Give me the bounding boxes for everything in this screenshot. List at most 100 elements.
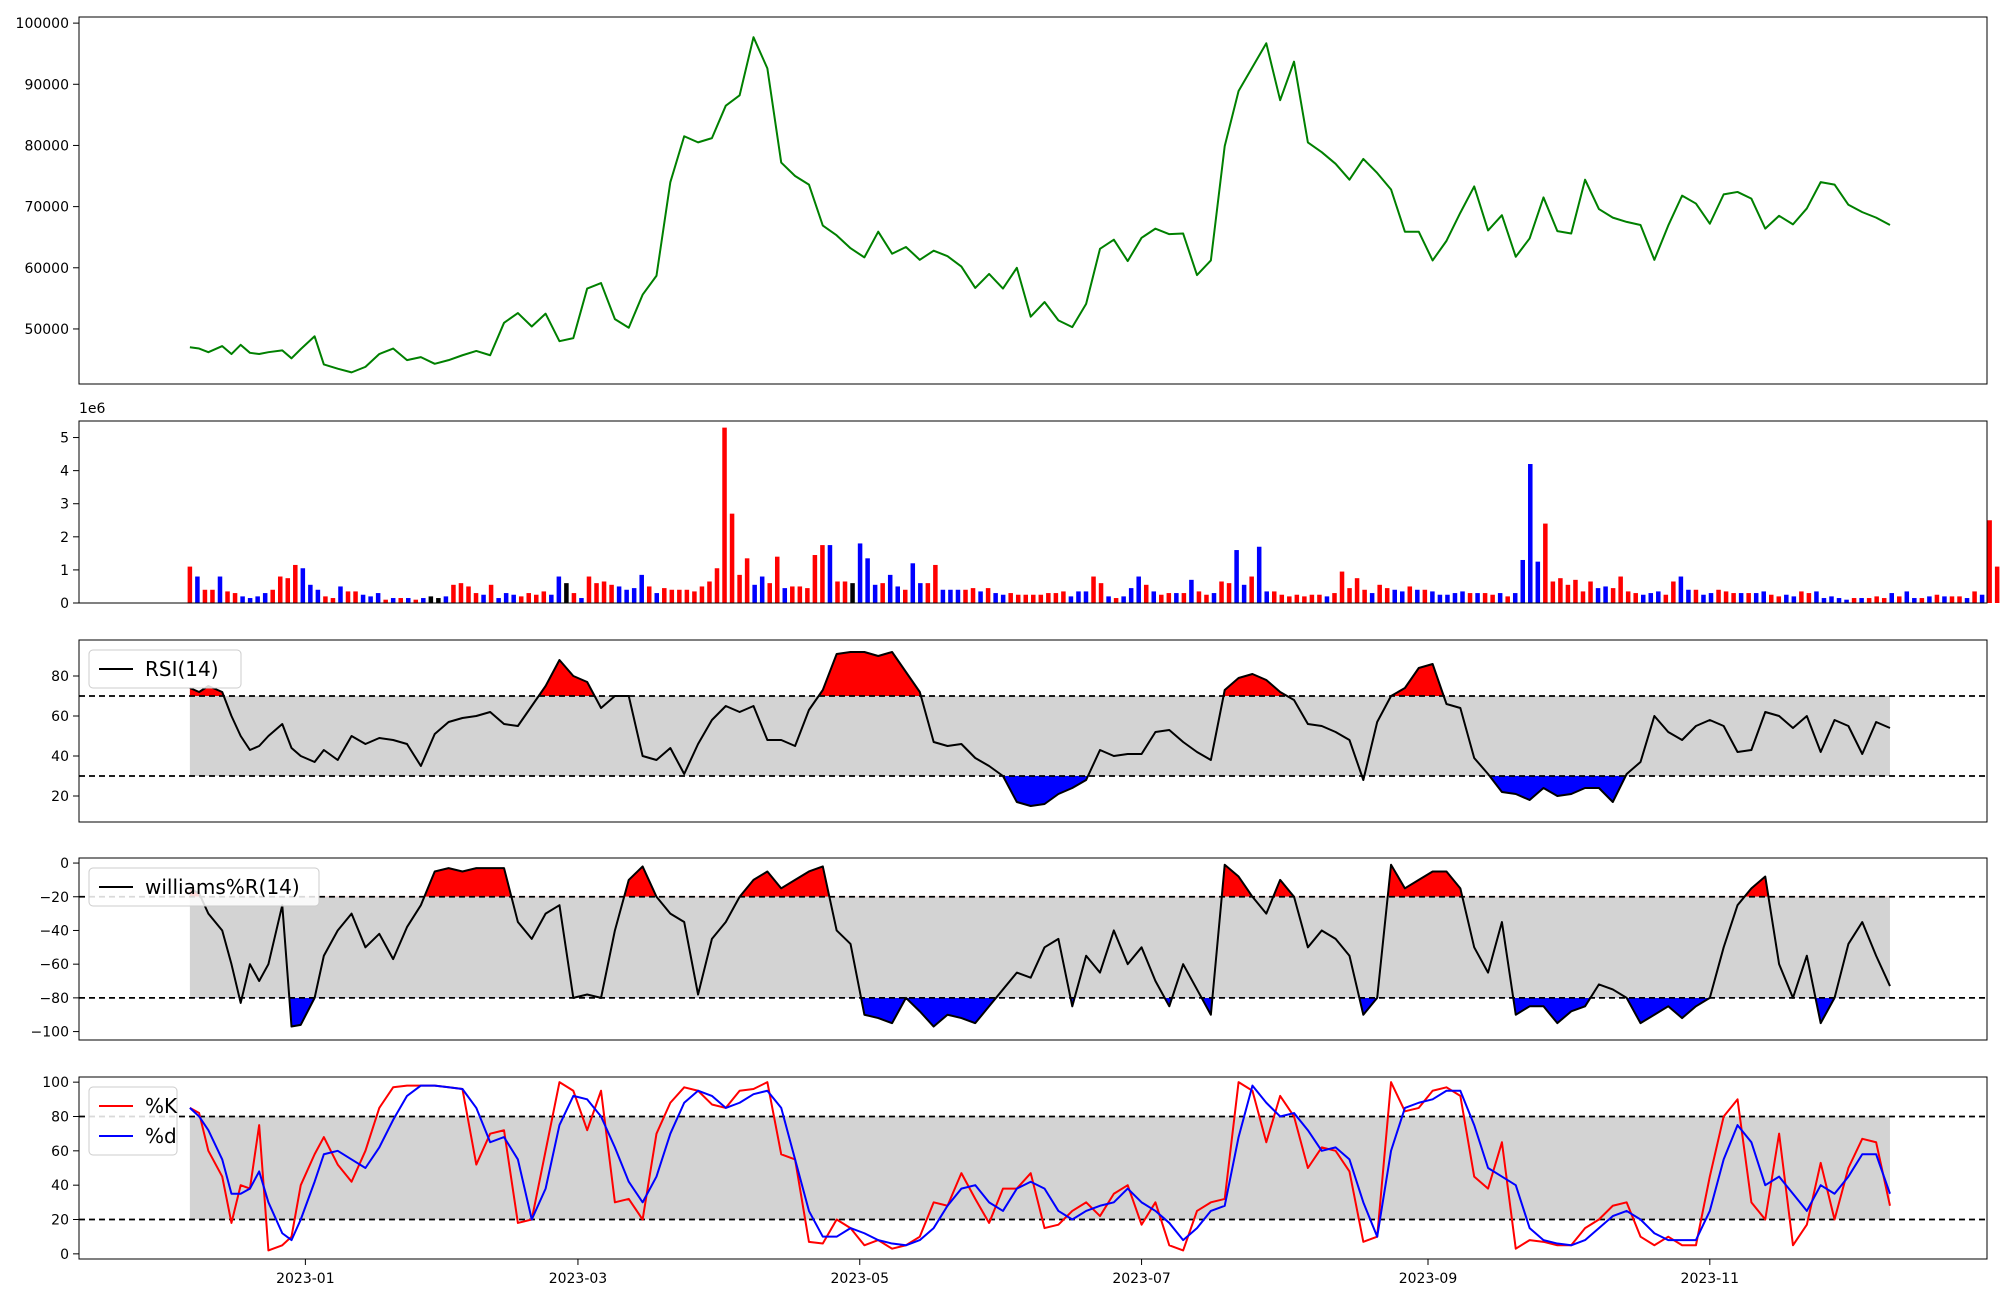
price-point [393, 348, 394, 349]
volume-bar [1377, 584, 1382, 603]
price-point [1224, 145, 1225, 146]
volume-bar [1113, 598, 1119, 603]
volume-bar [1415, 589, 1420, 603]
volume-bar [405, 598, 411, 603]
volume-bar [699, 586, 705, 603]
volume-bar [1565, 584, 1571, 603]
price-point [1086, 303, 1087, 304]
price-point [434, 363, 435, 364]
volume-bar [1490, 594, 1495, 603]
price-point [503, 322, 504, 323]
d-line [189, 1084, 1891, 1247]
price-point [587, 288, 588, 289]
volume-bar [1573, 579, 1578, 603]
y-tick-label: 0 [60, 856, 69, 872]
volume-bar [413, 599, 419, 603]
volume-bar [458, 583, 464, 603]
price-point [1418, 231, 1419, 232]
volume-bar [368, 596, 373, 603]
legend: williams%R(14) [88, 867, 320, 907]
volume-bar [1317, 594, 1322, 603]
volume-bar [1204, 594, 1209, 603]
volume-bar [436, 598, 441, 603]
volume-bar [534, 594, 539, 603]
volume-bar [1324, 596, 1330, 603]
volume-bar [225, 591, 230, 603]
price-point [628, 327, 629, 328]
price-point [822, 225, 823, 226]
volume-bar [1799, 591, 1804, 603]
volume-bar [1497, 593, 1503, 603]
exponent-label: 1e6 [79, 401, 106, 417]
price-point [1668, 225, 1669, 226]
price-point [753, 37, 754, 38]
volume-bar [1339, 571, 1345, 603]
volume-bar [217, 576, 223, 603]
volume-bar [1211, 593, 1217, 603]
price-point [365, 366, 366, 367]
price-point [1266, 43, 1267, 44]
volume-bar [1437, 594, 1443, 603]
price-point [808, 184, 809, 185]
price-point [1848, 204, 1849, 205]
volume-bar [1083, 591, 1089, 603]
volume-bar [293, 564, 298, 603]
volume-bar [782, 588, 788, 603]
price-point [1612, 217, 1613, 218]
volume-bar [918, 583, 923, 603]
volume-bar [1271, 591, 1277, 603]
price-point [850, 248, 851, 249]
y-tick-label: 1 [60, 563, 69, 579]
volume-bar [1693, 589, 1699, 603]
volume-bar [820, 545, 825, 603]
volume-bar [684, 589, 690, 603]
volume-bar [639, 574, 644, 603]
volume-bar [473, 593, 479, 603]
price-point [1280, 100, 1281, 101]
volume-bar [624, 589, 629, 603]
volume-bar [232, 593, 238, 603]
volume-bar [865, 558, 870, 603]
price-point [1446, 240, 1447, 241]
price-point [1501, 215, 1502, 216]
legend: %K %d [88, 1086, 178, 1156]
legend: RSI(14) [88, 649, 242, 689]
volume-bar [880, 583, 885, 603]
price-point [1640, 224, 1641, 225]
price-point [1723, 194, 1724, 195]
x-tick-label: 2023-11 [1681, 1271, 1740, 1287]
volume-panel: 0 1 2 3 4 5 1e6 [60, 401, 2000, 612]
y-tick-label: 0 [60, 596, 69, 612]
price-point [781, 162, 782, 163]
volume-bar [654, 593, 660, 603]
price-point [1377, 172, 1378, 173]
price-point [231, 353, 232, 354]
price-point [1113, 239, 1114, 240]
price-point [1681, 195, 1682, 196]
volume-bar [925, 583, 931, 603]
volume-bar [1784, 594, 1789, 603]
volume-bar [1874, 596, 1879, 603]
volume-bar [503, 593, 509, 603]
price-point [1363, 158, 1364, 159]
price-point [1626, 221, 1627, 222]
volume-bar [1384, 588, 1390, 603]
y-tick-label: 2 [60, 530, 69, 546]
volume-bar [737, 574, 742, 603]
volume-bar [187, 566, 193, 603]
y-tick-label: 80000 [24, 138, 69, 154]
price-point [1529, 238, 1530, 239]
price-point [420, 356, 421, 357]
axes-frame [78, 16, 1988, 385]
volume-bar [1949, 596, 1955, 603]
volume-bar [594, 583, 599, 603]
volume-bar [315, 589, 321, 603]
volume-bar [1475, 593, 1480, 603]
neutral-band [189, 696, 1890, 776]
price-point [614, 319, 615, 320]
price-point [989, 273, 990, 274]
volume-bar [1550, 581, 1556, 603]
price-point [1072, 327, 1073, 328]
volume-bar [526, 593, 532, 603]
price-point [406, 360, 407, 361]
